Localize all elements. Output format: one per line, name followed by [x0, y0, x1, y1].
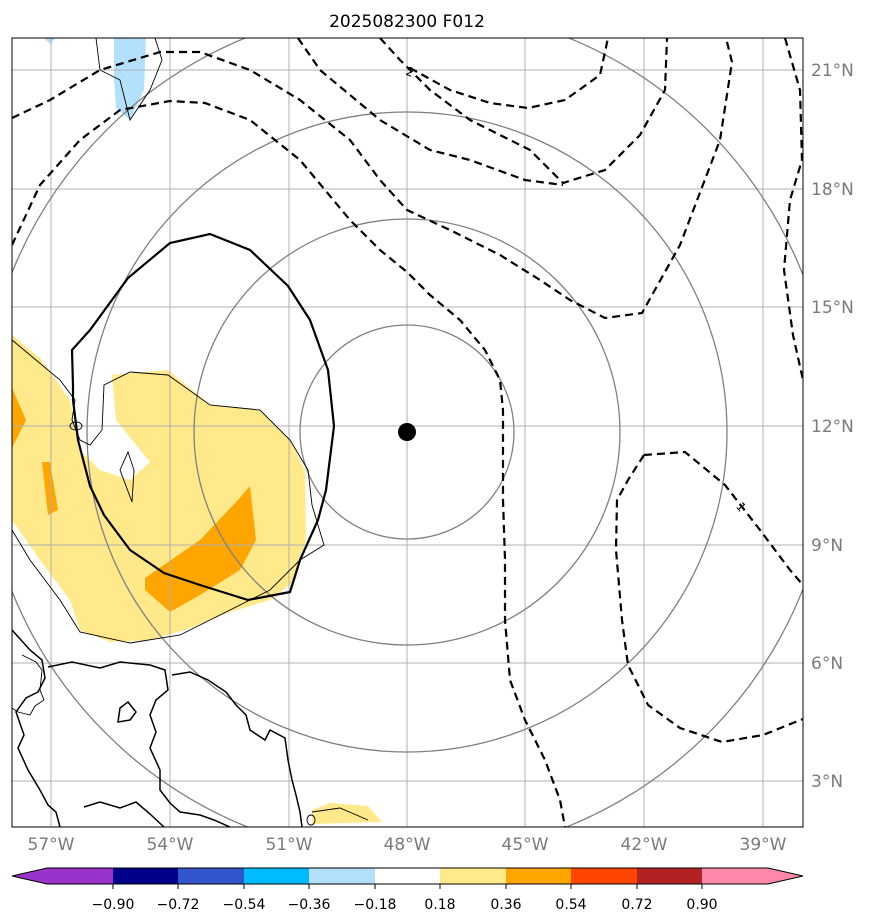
- lat-label-12n: 12°N: [811, 417, 854, 437]
- longitude-labels: 57°W 54°W 51°W 48°W 45°W 42°W 39°W: [28, 835, 787, 855]
- south-america-coast: [12, 629, 303, 827]
- colorbar-segment-5: [375, 868, 440, 884]
- lat-label-9n: 9°N: [811, 536, 843, 556]
- lon-label-54w: 54°W: [147, 835, 194, 855]
- lat-label-3n: 3°N: [811, 772, 843, 792]
- colorbar-label-1: −0.72: [157, 897, 200, 913]
- lat-label-15n: 15°N: [811, 298, 854, 318]
- colorbar-segment-6: [440, 868, 506, 884]
- shading-orange-strip: [42, 462, 58, 515]
- colorbar-label-4: −0.18: [354, 897, 397, 913]
- shading-pale-blue: [114, 38, 146, 120]
- lon-label-42w: 42°W: [621, 835, 668, 855]
- lon-label-51w: 51°W: [266, 835, 313, 855]
- colorbar-label-6: 0.36: [490, 897, 521, 913]
- latitude-labels: 21°N 18°N 15°N 12°N 9°N 6°N 3°N: [811, 61, 854, 792]
- range-rings: [12, 38, 803, 827]
- colorbar-segment-10: [702, 868, 768, 884]
- contour-solid: [70, 232, 336, 602]
- contour-label-right: 1: [733, 500, 749, 515]
- colorbar-extend-right: [768, 868, 803, 884]
- colorbar-label-2: −0.54: [223, 897, 266, 913]
- lat-label-6n: 6°N: [811, 654, 843, 674]
- colorbar-segment-4: [309, 868, 375, 884]
- colorbar-segment-7: [506, 868, 571, 884]
- colorbar-label-3: −0.36: [288, 897, 331, 913]
- lat-label-21n: 21°N: [811, 61, 854, 81]
- shading-pale-blue-small: [44, 38, 56, 44]
- colorbar-label-5: 0.18: [424, 897, 455, 913]
- colorbar-ticks: [112, 884, 703, 889]
- colorbar-segment-3: [244, 868, 309, 884]
- range-ring-1: [299, 324, 515, 540]
- colorbar-label-7: 0.54: [555, 897, 586, 913]
- map-frame: [11, 37, 804, 828]
- lon-label-45w: 45°W: [502, 835, 549, 855]
- colorbar-segment-1: [113, 868, 178, 884]
- map-content: 2 1: [12, 38, 803, 827]
- colorbar-label-9: 0.90: [686, 897, 717, 913]
- colorbar-segments: [12, 868, 803, 884]
- storm-center-marker: [398, 423, 416, 441]
- colorbar-label-0: −0.90: [92, 897, 135, 913]
- lat-label-18n: 18°N: [811, 180, 854, 200]
- lon-label-39w: 39°W: [740, 835, 787, 855]
- range-ring-4: [12, 38, 803, 827]
- lon-label-48w: 48°W: [384, 835, 431, 855]
- colorbar-segment-2: [178, 868, 244, 884]
- colorbar-segment-8: [571, 868, 637, 884]
- colorbar-segment-0: [47, 868, 113, 884]
- shading-orange-main: [145, 486, 256, 612]
- map-title: 2025082300 F012: [329, 12, 485, 32]
- shading-orange-west: [12, 388, 26, 448]
- colorbar-label-8: 0.72: [621, 897, 652, 913]
- colorbar-outline: [11, 867, 804, 885]
- colorbar: −0.90 −0.72 −0.54 −0.36 −0.18 0.18 0.36 …: [11, 867, 804, 913]
- colorbar-segment-9: [637, 868, 702, 884]
- contour-label-upper: 2: [404, 64, 416, 80]
- range-ring-3: [86, 111, 728, 753]
- lon-label-57w: 57°W: [28, 835, 75, 855]
- contours-dashed: [12, 38, 803, 827]
- shading-yellow-south: [312, 803, 382, 824]
- range-ring-2: [193, 218, 621, 646]
- colorbar-extend-left: [12, 868, 47, 884]
